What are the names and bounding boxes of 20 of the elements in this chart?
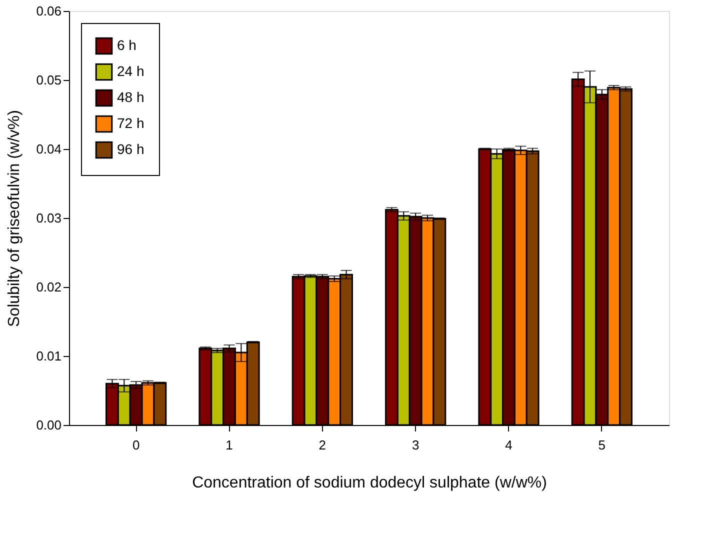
x-tick-label: 3 bbox=[412, 438, 420, 452]
x-tick-label: 1 bbox=[226, 438, 233, 452]
y-tick-label: 0.04 bbox=[36, 142, 62, 156]
y-tick-label: 0.01 bbox=[36, 348, 62, 364]
legend-label: 24 h bbox=[117, 63, 144, 79]
legend-label: 6 h bbox=[117, 37, 136, 53]
y-tick-label: 0.00 bbox=[36, 418, 62, 432]
y-tick-label: 0.03 bbox=[36, 210, 62, 226]
y-tick-label: 0.06 bbox=[36, 4, 62, 18]
y-tick-label: 0.02 bbox=[36, 280, 62, 294]
x-tick-label: 5 bbox=[598, 438, 606, 452]
x-axis-title: Concentration of sodium dodecyl sulphate (w/w%) bbox=[192, 474, 547, 492]
x-tick-label: 0 bbox=[132, 438, 140, 452]
legend-label: 48 h bbox=[117, 89, 144, 105]
y-axis-title: Solubilty of griseofulvin (w/v%) bbox=[6, 110, 24, 327]
y-tick-label: 0.05 bbox=[36, 72, 62, 88]
x-tick-label: 4 bbox=[505, 438, 512, 452]
legend-label: 72 h bbox=[117, 115, 144, 131]
x-tick-label: 2 bbox=[318, 438, 326, 452]
legend-label: 96 h bbox=[117, 141, 144, 157]
